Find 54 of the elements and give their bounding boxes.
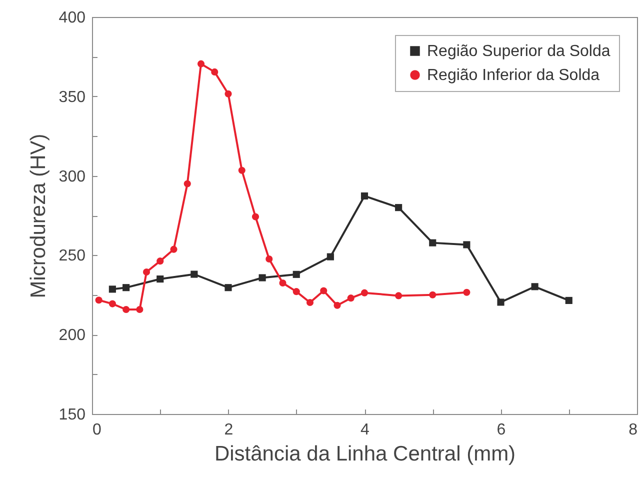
x-tick-label: 4 <box>360 422 370 438</box>
point <box>497 298 504 306</box>
point <box>395 292 402 300</box>
point <box>156 275 164 283</box>
point <box>122 284 130 292</box>
point <box>211 68 218 76</box>
point <box>360 289 368 296</box>
y-axis-title: Microdureza (HV) <box>26 134 50 298</box>
point <box>347 294 354 302</box>
point <box>395 204 402 212</box>
point <box>258 274 266 282</box>
point <box>320 287 328 294</box>
point <box>565 296 572 304</box>
point <box>224 90 232 98</box>
point <box>252 213 260 220</box>
y-tick-label: 200 <box>58 327 86 344</box>
point <box>266 255 273 263</box>
point <box>184 180 191 188</box>
point <box>429 291 436 298</box>
y-tick-label: 250 <box>58 248 86 265</box>
point <box>238 166 246 174</box>
point <box>156 258 164 265</box>
y-tick-label: 350 <box>58 88 86 106</box>
point <box>122 306 130 314</box>
point <box>531 283 538 290</box>
point <box>463 241 470 248</box>
x-tick-label: 8 <box>628 422 638 438</box>
legend-label: Região Superior da Solda <box>427 43 610 60</box>
point <box>136 306 144 314</box>
y-tick-label: 150 <box>58 406 86 424</box>
y-tick-label: 400 <box>58 10 86 26</box>
point <box>292 288 300 296</box>
point <box>95 296 102 304</box>
x-tick-label: 6 <box>496 422 506 438</box>
point <box>279 279 286 287</box>
y-tick-label: 300 <box>58 168 86 186</box>
point <box>190 270 198 278</box>
point <box>292 270 300 278</box>
legend-label: Região Inferior da Solda <box>427 67 600 84</box>
x-tick-label: 2 <box>224 422 234 438</box>
point <box>360 192 368 200</box>
point <box>306 298 314 306</box>
point <box>108 300 116 308</box>
point <box>224 284 232 292</box>
point <box>108 286 116 293</box>
point <box>170 246 178 253</box>
x-axis-title: Distância da Linha Central (mm) <box>214 442 516 466</box>
point <box>429 239 436 246</box>
point <box>142 268 150 276</box>
point <box>334 302 341 309</box>
point <box>326 253 334 260</box>
point <box>197 60 205 68</box>
x-tick-label: 0 <box>92 422 102 438</box>
point <box>463 288 470 296</box>
